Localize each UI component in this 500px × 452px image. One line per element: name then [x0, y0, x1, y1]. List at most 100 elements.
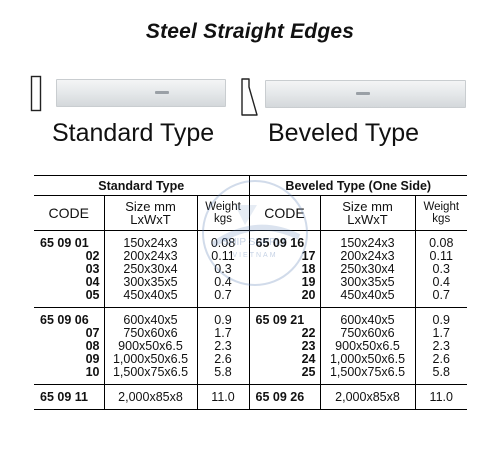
beveled-type-label: Beveled Type — [268, 119, 420, 147]
code-suffix: 18 — [301, 262, 316, 276]
beveled-size-cell-value: 2,000x85x8 — [335, 390, 400, 404]
standard-size-cell: 150x24x3 200x24x3 250x30x4 300x35x5 450x40x5 — [104, 230, 198, 308]
beveled-weight-cell-value: 0.7 — [432, 288, 450, 302]
col-header-size-line1: Size mm — [125, 199, 176, 214]
col-header-size-beveled-line1: Size mm — [342, 199, 393, 214]
code-suffix: 08 — [85, 339, 100, 353]
code-prefix: 65 09 01 — [40, 236, 89, 250]
beveled-size-cell-value: 750x60x6 — [340, 326, 395, 340]
standard-weight-cell-value: 0.9 — [214, 313, 232, 327]
beveled-size-cell-value: 300x35x5 — [340, 275, 395, 289]
code-prefix: 65 09 26 — [255, 390, 305, 404]
standard-weight-cell: 11.0 — [197, 384, 250, 410]
standard-weight-cell: 0.08 0.11 0.3 0.4 0.7 — [197, 230, 250, 308]
code-cell-beveled: 65 09 26 — [249, 384, 321, 410]
beveled-weight-cell-value: 1.7 — [432, 326, 450, 340]
code-cell-standard: 65 09 06 07 08 09 10 — [34, 307, 105, 385]
code-cell-standard: 65 09 11 — [34, 384, 105, 410]
standard-size-cell-value: 250x30x4 — [123, 262, 178, 276]
col-header-code-beveled: CODE — [249, 195, 321, 231]
col-header-weight-line2: kgs — [214, 213, 232, 225]
col-header-size-beveled-line2: LxWxT — [347, 212, 388, 227]
table-row: 65 09 06 07 08 09 10 600x40x5 750x60x6 900x50x6… — [34, 307, 467, 385]
beveled-weight-cell-value: 2.6 — [432, 352, 450, 366]
beveled-type-header: Beveled Type (One Side) — [249, 175, 467, 196]
code-suffix: 05 — [85, 288, 100, 302]
code-prefix: 65 09 11 — [40, 390, 88, 404]
beveled-weight-cell-value: 0.3 — [432, 262, 450, 276]
col-header-size-line2: LxWxT — [130, 212, 171, 227]
beveled-weight-cell-value: 0.4 — [432, 275, 450, 289]
col-header-weight-beveled-line1: Weight — [423, 201, 460, 213]
beveled-weight-cell: 0.9 1.7 2.3 2.6 5.8 — [415, 307, 467, 385]
code-cell-standard: 65 09 01 02 03 04 05 — [34, 230, 105, 308]
col-header-size-beveled: Size mm LxWxT — [320, 195, 416, 231]
beveled-size-cell-value: 150x24x3 — [340, 236, 395, 250]
col-header-weight-line1: Weight — [205, 201, 241, 213]
standard-weight-cell-value: 2.6 — [214, 352, 232, 366]
code-suffix: 07 — [85, 326, 100, 340]
standard-weight-cell-value: 11.0 — [211, 390, 235, 404]
code-suffix: 23 — [301, 339, 316, 353]
code-suffix: 10 — [85, 365, 100, 379]
standard-weight-cell-value: 0.11 — [211, 249, 235, 263]
standard-size-cell-value: 600x40x5 — [123, 313, 178, 327]
beveled-size-cell-value: 450x40x5 — [340, 288, 395, 302]
beveled-weight-cell-value: 11.0 — [429, 390, 453, 404]
beveled-weight-cell-value: 0.08 — [429, 236, 454, 250]
beveled-size-cell: 600x40x5 750x60x6 900x50x6.5 1,000x50x6.5 1,… — [320, 307, 416, 385]
col-header-code: CODE — [34, 195, 105, 231]
spec-table: Standard Type Beveled Type (One Side) CO… — [34, 175, 467, 410]
standard-size-cell-value: 1,500x75x6.5 — [112, 365, 189, 379]
standard-size-cell-value: 300x35x5 — [123, 275, 178, 289]
col-header-weight-beveled-line2: kgs — [432, 213, 451, 225]
beveled-size-cell-value: 200x24x3 — [340, 249, 395, 263]
standard-size-cell: 600x40x5 750x60x6 900x50x6.5 1,000x50x6.5 1,… — [104, 307, 198, 385]
beveled-size-cell-value: 900x50x6.5 — [335, 339, 400, 353]
beveled-profile-icon — [241, 78, 258, 116]
beveled-size-cell: 150x24x3 200x24x3 250x30x4 300x35x5 450x40x5 — [320, 230, 416, 308]
code-prefix: 65 09 21 — [255, 313, 305, 327]
table-group-header-row: Standard Type Beveled Type (One Side) — [34, 175, 467, 196]
code-suffix: 09 — [85, 352, 100, 366]
table-row: 65 09 11 2,000x85x8 11.0 65 09 26 2,000x85x8… — [34, 384, 467, 410]
beveled-weight-cell-value: 2.3 — [432, 339, 450, 353]
col-header-weight: Weight kgs — [197, 195, 250, 231]
standard-weight-cell-value: 1.7 — [214, 326, 232, 340]
code-cell-beveled: 65 09 21 22 23 24 25 — [249, 307, 321, 385]
col-header-weight-beveled: Weight kgs — [415, 195, 467, 231]
code-suffix: 04 — [85, 275, 100, 289]
code-suffix: 20 — [301, 288, 316, 302]
table-body: 65 09 01 02 03 04 05 150x24x3 200x24x3 250x30x4… — [34, 230, 467, 410]
beveled-size-cell-value: 1,500x75x6.5 — [329, 365, 406, 379]
code-suffix: 02 — [85, 249, 100, 263]
standard-type-header: Standard Type — [34, 175, 250, 196]
table-column-header-row: CODE Size mm LxWxT Weight kgs CODE Size … — [34, 195, 467, 231]
beveled-size-cell-value: 600x40x5 — [340, 313, 395, 327]
standard-type-label: Standard Type — [52, 119, 215, 147]
standard-weight-cell-value: 0.08 — [210, 236, 236, 250]
standard-size-cell-value: 900x50x6.5 — [118, 339, 183, 353]
code-suffix: 03 — [85, 262, 100, 276]
standard-size-cell: 2,000x85x8 — [104, 384, 198, 410]
code-suffix: 22 — [301, 326, 316, 340]
code-suffix: 25 — [301, 365, 316, 379]
table-row: 65 09 01 02 03 04 05 150x24x3 200x24x3 250x30x4… — [34, 230, 467, 308]
beveled-size-cell-value: 250x30x4 — [340, 262, 395, 276]
standard-size-cell-value: 200x24x3 — [123, 249, 178, 263]
beveled-size-cell-value: 1,000x50x6.5 — [329, 352, 406, 366]
beveled-weight-cell: 11.0 — [415, 384, 467, 410]
standard-size-cell-value: 150x24x3 — [123, 236, 178, 250]
standard-weight-cell-value: 5.8 — [214, 365, 232, 379]
code-prefix: 65 09 06 — [40, 313, 89, 327]
standard-size-cell-value: 1,000x50x6.5 — [112, 352, 189, 366]
beveled-weight-cell-value: 0.9 — [432, 313, 450, 327]
code-suffix: 17 — [301, 249, 316, 263]
standard-weight-cell: 0.9 1.7 2.3 2.6 5.8 — [197, 307, 250, 385]
beveled-weight-cell-value: 5.8 — [432, 365, 450, 379]
code-suffix: 19 — [301, 275, 316, 289]
page-title: Steel Straight Edges — [145, 20, 355, 43]
standard-straight-edge-image — [56, 79, 226, 107]
beveled-size-cell: 2,000x85x8 — [320, 384, 416, 410]
standard-size-cell-value: 2,000x85x8 — [118, 390, 183, 404]
